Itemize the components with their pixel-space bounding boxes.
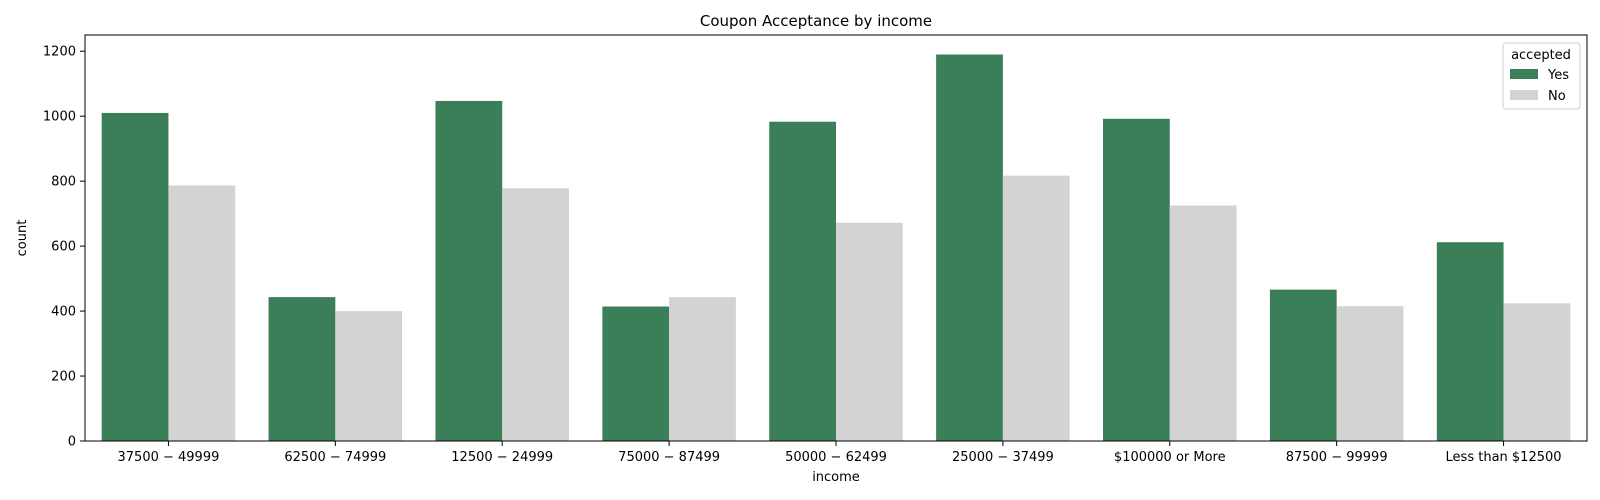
bar-no-0	[168, 185, 236, 441]
bar-yes-8	[1436, 242, 1504, 441]
x-tick-label: 62500 − 74999	[284, 450, 386, 465]
x-tick-label: 37500 − 49999	[118, 450, 220, 465]
y-tick-label: 1000	[43, 110, 76, 125]
bar-no-3	[669, 297, 736, 441]
bar-yes-3	[602, 306, 670, 441]
legend: accepted Yes No	[1502, 42, 1581, 110]
y-tick-label: 800	[51, 175, 76, 190]
bar-yes-4	[769, 121, 836, 441]
x-tick-label: 87500 − 99999	[1286, 450, 1388, 465]
bar-no-1	[335, 311, 403, 441]
bar-no-4	[836, 222, 903, 441]
bar-yes-7	[1269, 289, 1337, 441]
x-tick-label: Less than $12500	[1446, 450, 1562, 465]
y-tick-label: 1200	[43, 45, 76, 60]
x-axis-label: income	[812, 470, 860, 485]
chart-title: Coupon Acceptance by income	[700, 12, 932, 30]
x-tick-label: 12500 − 24999	[451, 450, 553, 465]
y-tick-label: 400	[51, 305, 76, 320]
bar-no-7	[1336, 306, 1404, 441]
x-tick-label: 25000 − 37499	[952, 450, 1054, 465]
bar-yes-0	[101, 112, 169, 441]
bar-yes-1	[268, 297, 336, 441]
y-axis-label: count	[15, 220, 30, 257]
bar-no-8	[1503, 303, 1571, 441]
y-tick-label: 200	[51, 370, 76, 385]
legend-swatch-yes	[1510, 69, 1538, 79]
x-tick-label: 50000 − 62499	[785, 450, 887, 465]
y-tick-label: 0	[68, 435, 76, 450]
legend-title: accepted	[1511, 48, 1571, 63]
x-tick-label: $100000 or More	[1114, 450, 1226, 465]
bars	[101, 54, 1571, 442]
legend-label-yes: Yes	[1547, 68, 1569, 83]
y-axis-ticks: 0 200 400 600 800 1000 1200	[43, 45, 85, 450]
bar-yes-6	[1103, 118, 1170, 442]
plot-frame	[84, 34, 1588, 442]
bar-no-5	[1002, 175, 1070, 441]
y-tick-label: 600	[51, 240, 76, 255]
bar-yes-5	[936, 54, 1003, 442]
x-tick-label: 75000 − 87499	[618, 450, 720, 465]
legend-label-no: No	[1548, 89, 1566, 104]
x-axis-ticks: 37500 − 49999 62500 − 74999 12500 − 24999 7…	[118, 441, 1562, 465]
legend-swatch-no	[1510, 90, 1538, 100]
bar-no-2	[502, 188, 569, 441]
bar-yes-2	[435, 100, 503, 442]
bar-no-6	[1169, 205, 1237, 441]
